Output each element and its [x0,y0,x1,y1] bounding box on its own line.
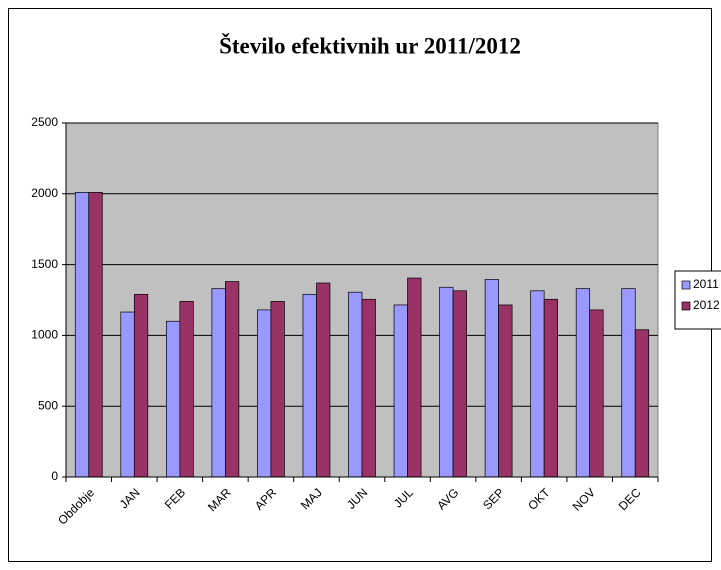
bar [211,288,226,478]
bar [120,311,135,478]
bar [530,290,545,478]
bar [621,288,636,478]
bar [407,277,422,478]
y-tick-label: 500 [38,398,58,412]
chart-title: Število efektivnih ur 2011/2012 [219,32,521,58]
y-tick-label: 2500 [31,115,58,129]
bar [165,320,181,478]
y-tick-label: 1000 [31,328,58,342]
bar [133,293,149,478]
legend-label: 2011 [693,277,719,291]
bar [484,279,499,478]
legend-swatch [681,280,691,290]
bar [225,281,240,478]
y-tick-label: 2000 [31,186,58,200]
y-tick-label: 0 [51,469,58,483]
bar [316,282,331,478]
bar [361,298,376,478]
bar [179,301,194,478]
bar [575,288,591,478]
bar [88,192,103,478]
bar [257,309,272,478]
bar [302,293,317,478]
bar [634,329,650,478]
legend-box [674,270,721,330]
bar [589,309,604,478]
bar [439,286,454,478]
bar [348,291,363,478]
bar [270,301,285,478]
y-tick-label: 1500 [31,257,58,271]
bar [74,192,90,478]
bar [452,290,467,478]
legend-label: 2012 [693,298,720,312]
legend-swatch [681,301,691,311]
bar [543,298,559,478]
bar [393,304,408,478]
bar [498,304,513,478]
